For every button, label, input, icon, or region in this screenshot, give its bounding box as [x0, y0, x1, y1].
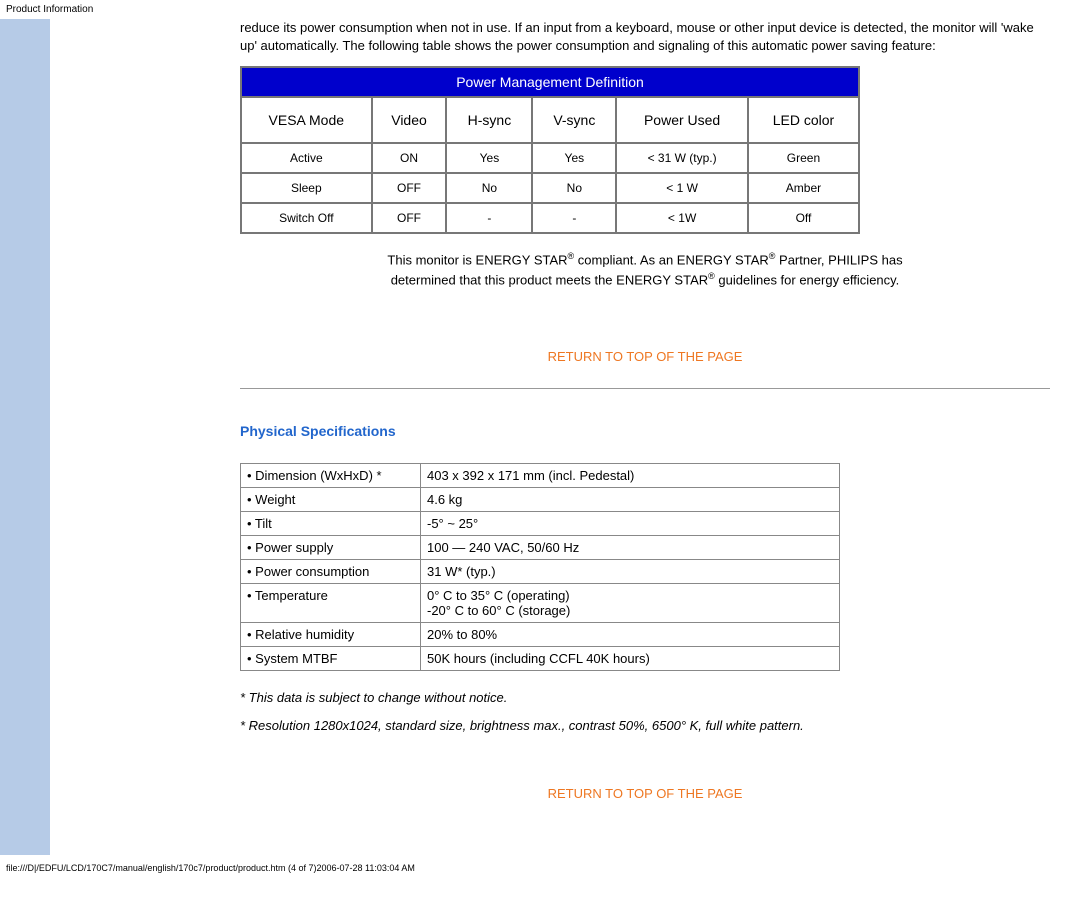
- table-row: • Weight4.6 kg: [241, 488, 840, 512]
- divider: [240, 388, 1050, 389]
- table-row: Switch Off OFF - - < 1W Off: [241, 203, 859, 233]
- footnote-1: * This data is subject to change without…: [240, 689, 1050, 707]
- pm-col-power: Power Used: [616, 97, 748, 143]
- table-row: • Power supply100 — 240 VAC, 50/60 Hz: [241, 536, 840, 560]
- pm-col-led: LED color: [748, 97, 859, 143]
- return-to-top-link-2: RETURN TO TOP OF THE PAGE: [240, 786, 1050, 801]
- energy-star-text: This monitor is ENERGY STAR® compliant. …: [280, 250, 1010, 289]
- main-content: reduce its power consumption when not in…: [50, 19, 1080, 855]
- table-row: • Temperature0° C to 35° C (operating) -…: [241, 584, 840, 623]
- pm-col-video: Video: [372, 97, 447, 143]
- table-row: Sleep OFF No No < 1 W Amber: [241, 173, 859, 203]
- physical-spec-heading: Physical Specifications: [240, 423, 1050, 439]
- pm-table-header-row: VESA Mode Video H-sync V-sync Power Used…: [241, 97, 859, 143]
- return-link[interactable]: RETURN TO TOP OF THE PAGE: [548, 349, 743, 364]
- table-row: • Power consumption31 W* (typ.): [241, 560, 840, 584]
- footnote-2: * Resolution 1280x1024, standard size, b…: [240, 717, 1050, 735]
- footer-file-path: file:///D|/EDFU/LCD/170C7/manual/english…: [0, 855, 1080, 897]
- header-title: Product Information: [0, 0, 1080, 19]
- return-to-top-link-1: RETURN TO TOP OF THE PAGE: [240, 349, 1050, 364]
- page-wrapper: reduce its power consumption when not in…: [0, 19, 1080, 855]
- pm-col-hsync: H-sync: [446, 97, 532, 143]
- pm-col-vsync: V-sync: [532, 97, 616, 143]
- table-row: • System MTBF50K hours (including CCFL 4…: [241, 647, 840, 671]
- pm-col-vesa: VESA Mode: [241, 97, 372, 143]
- physical-spec-table: • Dimension (WxHxD) *403 x 392 x 171 mm …: [240, 463, 840, 671]
- table-row: Active ON Yes Yes < 31 W (typ.) Green: [241, 143, 859, 173]
- table-row: • Relative humidity20% to 80%: [241, 623, 840, 647]
- table-row: • Tilt-5° ~ 25°: [241, 512, 840, 536]
- return-link[interactable]: RETURN TO TOP OF THE PAGE: [548, 786, 743, 801]
- table-row: • Dimension (WxHxD) *403 x 392 x 171 mm …: [241, 464, 840, 488]
- left-sidebar: [0, 19, 50, 855]
- power-management-table: Power Management Definition VESA Mode Vi…: [240, 66, 860, 234]
- intro-paragraph: reduce its power consumption when not in…: [240, 19, 1050, 54]
- pm-table-title: Power Management Definition: [241, 67, 859, 97]
